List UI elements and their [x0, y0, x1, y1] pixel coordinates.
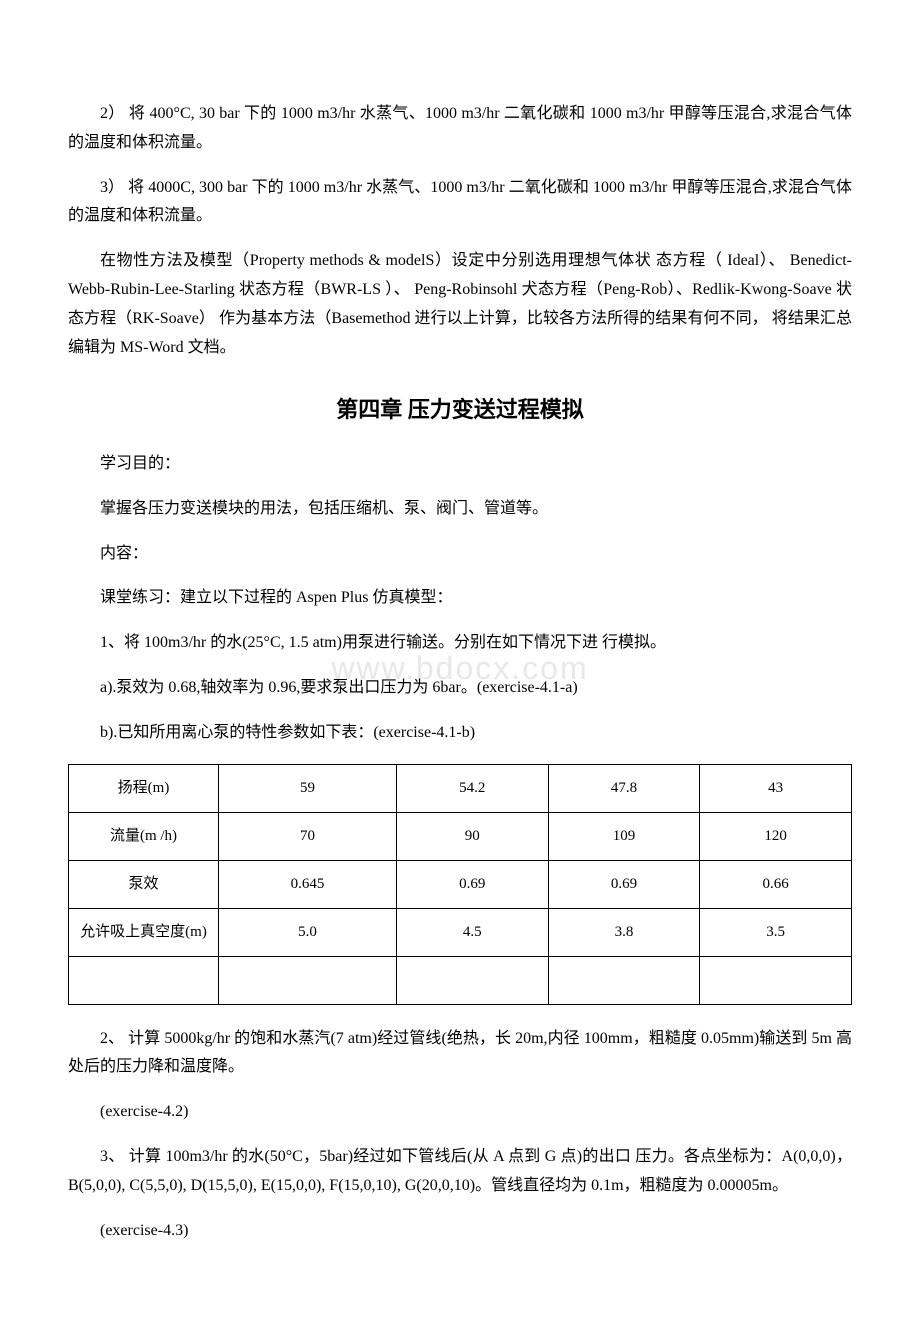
table-row: 扬程(m) 59 54.2 47.8 43	[69, 764, 852, 812]
table-cell: 109	[548, 812, 700, 860]
paragraph-5: 掌握各压力变送模块的用法，包括压缩机、泵、阀门、管道等。	[68, 495, 852, 524]
pump-table: 扬程(m) 59 54.2 47.8 43 流量(m /h) 70 90 109…	[68, 764, 852, 1005]
chapter-title: 第四章 压力变送过程模拟	[68, 390, 852, 430]
paragraph-14: (exercise-4.3)	[68, 1217, 852, 1246]
table-cell: 0.645	[219, 860, 397, 908]
table-cell: 3.8	[548, 908, 700, 956]
paragraph-11: 2、 计算 5000kg/hr 的饱和水蒸汽(7 atm)经过管线(绝热，长 2…	[68, 1025, 852, 1083]
paragraph-1: 2） 将 400°C, 30 bar 下的 1000 m3/hr 水蒸气、100…	[68, 100, 852, 158]
table-cell	[396, 956, 548, 1004]
paragraph-12: (exercise-4.2)	[68, 1098, 852, 1127]
paragraph-6: 内容：	[68, 540, 852, 569]
table-cell: 3.5	[700, 908, 852, 956]
paragraph-8: 1、将 100m3/hr 的水(25°C, 1.5 atm)用泵进行输送。分别在…	[68, 629, 852, 658]
paragraph-10: b).已知所用离心泵的特性参数如下表：(exercise-4.1-b)	[68, 719, 852, 748]
table-cell: 47.8	[548, 764, 700, 812]
row-header: 扬程(m)	[69, 764, 219, 812]
paragraph-3: 在物性方法及模型（Property methods & modelS）设定中分别…	[68, 247, 852, 362]
table-cell: 43	[700, 764, 852, 812]
table-row	[69, 956, 852, 1004]
paragraph-9: a).泵效为 0.68,轴效率为 0.96,要求泵出口压力为 6bar。(exe…	[68, 674, 852, 703]
table-cell: 70	[219, 812, 397, 860]
paragraph-4: 学习目的：	[68, 450, 852, 479]
table-cell: 90	[396, 812, 548, 860]
table-cell: 5.0	[219, 908, 397, 956]
table-cell: 0.69	[396, 860, 548, 908]
table-cell	[548, 956, 700, 1004]
table-row: 泵效 0.645 0.69 0.69 0.66	[69, 860, 852, 908]
row-header	[69, 956, 219, 1004]
table-row: 允许吸上真空度(m) 5.0 4.5 3.8 3.5	[69, 908, 852, 956]
paragraph-2: 3） 将 4000C, 300 bar 下的 1000 m3/hr 水蒸气、10…	[68, 174, 852, 232]
row-header: 流量(m /h)	[69, 812, 219, 860]
table-row: 流量(m /h) 70 90 109 120	[69, 812, 852, 860]
row-header: 允许吸上真空度(m)	[69, 908, 219, 956]
table-cell: 0.69	[548, 860, 700, 908]
paragraph-13: 3、 计算 100m3/hr 的水(50°C，5bar)经过如下管线后(从 A …	[68, 1143, 852, 1201]
table-cell: 59	[219, 764, 397, 812]
row-header: 泵效	[69, 860, 219, 908]
table-cell	[219, 956, 397, 1004]
table-cell: 0.66	[700, 860, 852, 908]
table-cell: 120	[700, 812, 852, 860]
table-cell: 4.5	[396, 908, 548, 956]
table-cell: 54.2	[396, 764, 548, 812]
table-cell	[700, 956, 852, 1004]
paragraph-7: 课堂练习：建立以下过程的 Aspen Plus 仿真模型：	[68, 584, 852, 613]
